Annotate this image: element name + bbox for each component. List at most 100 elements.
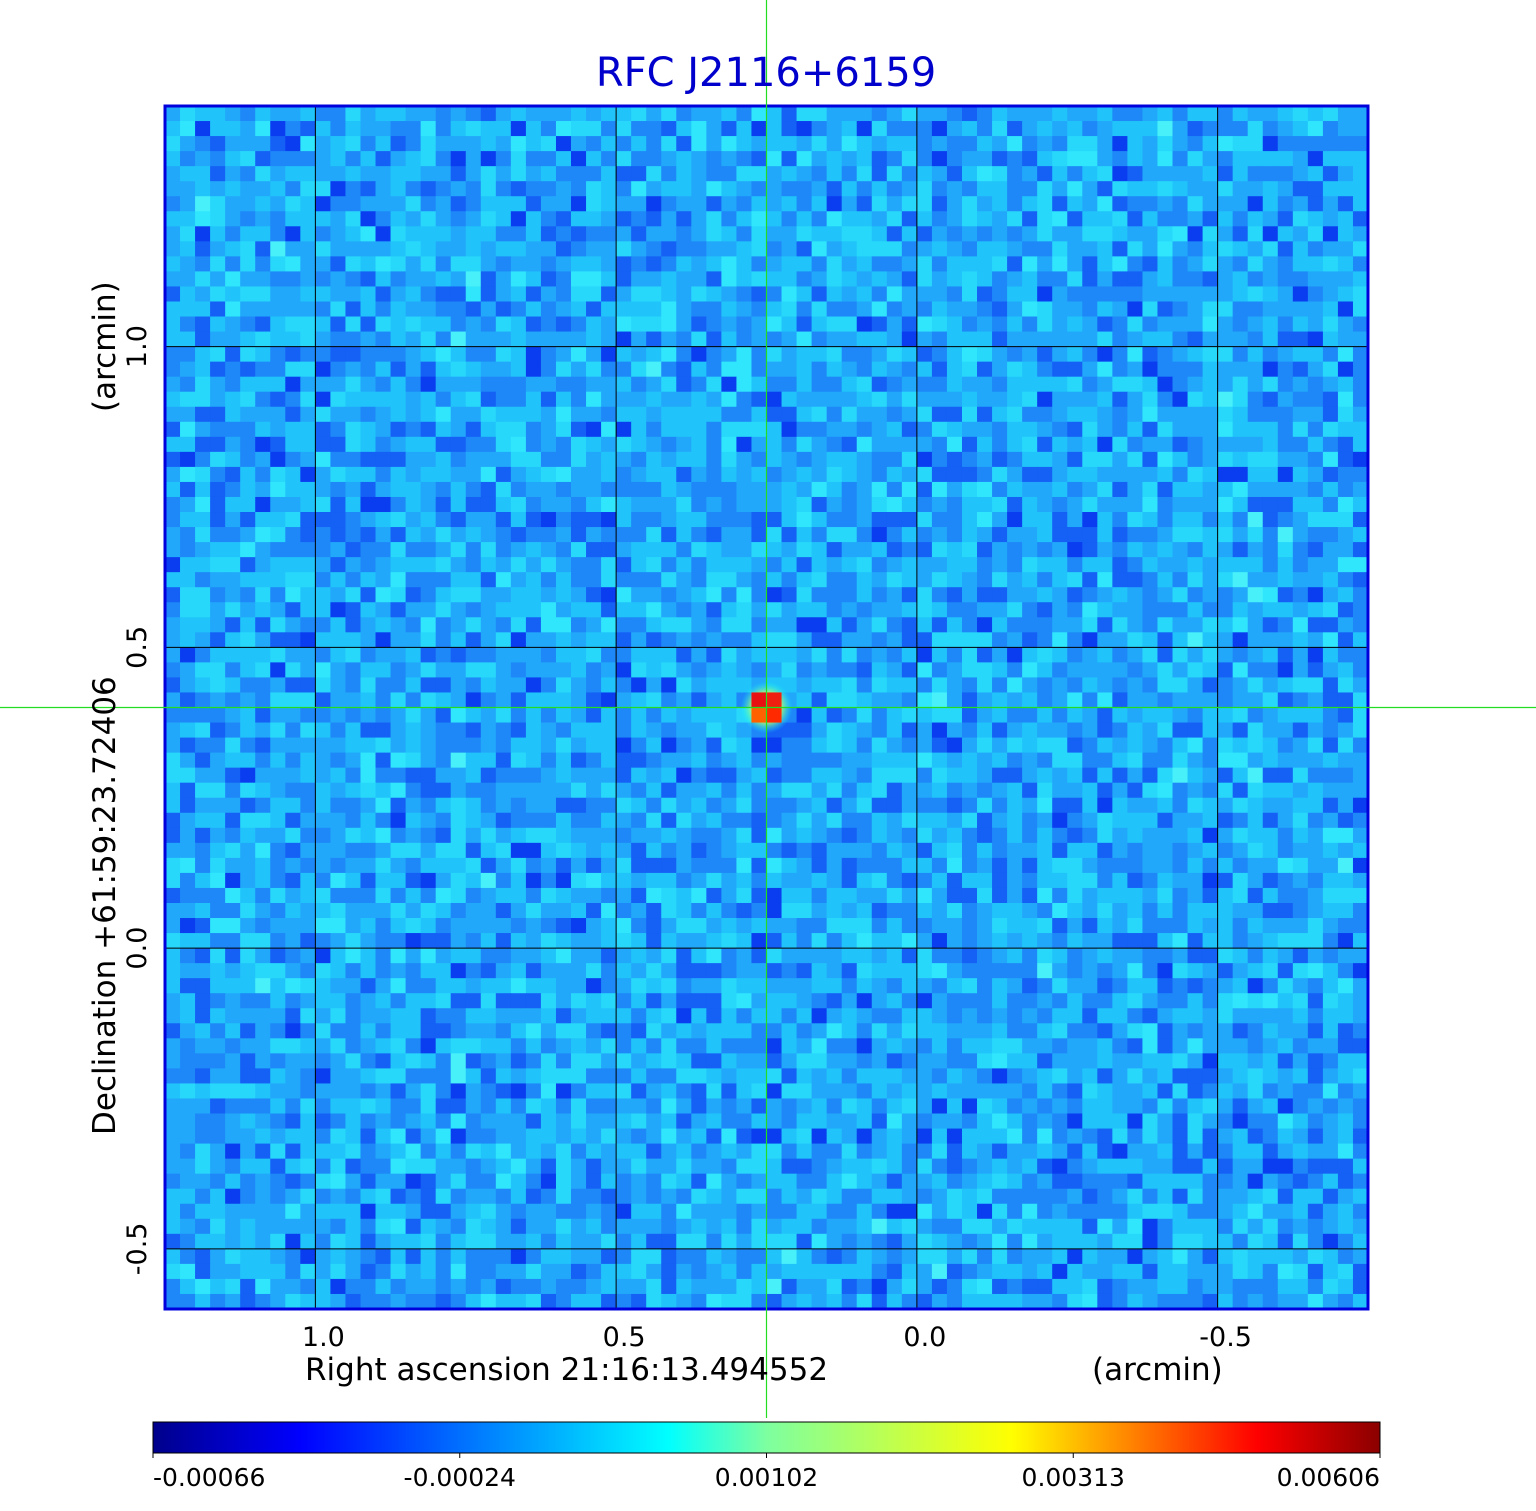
raster-pixel	[1067, 1008, 1083, 1024]
raster-pixel	[285, 301, 301, 317]
raster-pixel	[766, 226, 782, 242]
raster-pixel	[420, 136, 437, 152]
raster-pixel	[1352, 918, 1369, 934]
raster-pixel	[1307, 181, 1324, 197]
raster-pixel	[661, 647, 677, 663]
raster-pixel	[1277, 872, 1294, 889]
raster-pixel	[270, 466, 286, 483]
raster-pixel	[1142, 1008, 1158, 1024]
raster-pixel	[706, 647, 722, 663]
raster-pixel	[1322, 993, 1339, 1009]
raster-pixel	[360, 421, 376, 438]
raster-pixel	[601, 542, 617, 558]
raster-pixel	[180, 677, 196, 693]
raster-pixel	[450, 436, 467, 453]
raster-pixel	[1112, 933, 1128, 949]
raster-pixel	[1337, 331, 1354, 347]
raster-pixel	[345, 391, 361, 408]
raster-pixel	[450, 527, 467, 543]
raster-pixel	[480, 933, 497, 949]
raster-pixel	[1052, 286, 1068, 302]
raster-pixel	[601, 271, 617, 287]
raster-pixel	[240, 918, 256, 934]
raster-pixel	[931, 933, 948, 949]
raster-pixel	[210, 978, 226, 994]
raster-pixel	[1262, 707, 1279, 723]
raster-pixel	[1112, 767, 1128, 784]
raster-pixel	[1082, 181, 1098, 197]
raster-pixel	[540, 316, 557, 332]
raster-pixel	[1052, 872, 1068, 889]
raster-pixel	[165, 151, 181, 167]
raster-pixel	[1292, 166, 1309, 182]
raster-pixel	[901, 797, 918, 814]
raster-pixel	[225, 406, 241, 423]
raster-pixel	[856, 797, 873, 814]
raster-pixel	[240, 512, 256, 528]
raster-pixel	[525, 316, 542, 332]
raster-pixel	[781, 512, 797, 528]
raster-pixel	[1337, 466, 1354, 483]
raster-pixel	[961, 391, 978, 408]
raster-pixel	[721, 963, 737, 979]
raster-pixel	[661, 331, 677, 347]
raster-pixel	[766, 978, 782, 994]
raster-pixel	[525, 286, 542, 302]
raster-pixel	[1277, 241, 1294, 257]
raster-pixel	[345, 1023, 361, 1039]
raster-pixel	[1232, 256, 1249, 272]
raster-pixel	[330, 812, 346, 829]
raster-pixel	[886, 557, 903, 573]
raster-pixel	[601, 211, 617, 227]
raster-pixel	[601, 256, 617, 272]
raster-pixel	[195, 872, 211, 889]
raster-pixel	[180, 842, 196, 859]
raster-pixel	[225, 151, 241, 167]
raster-pixel	[811, 166, 828, 182]
raster-pixel	[1052, 481, 1068, 498]
raster-pixel	[210, 933, 226, 949]
raster-pixel	[886, 902, 903, 919]
raster-pixel	[571, 677, 587, 693]
raster-pixel	[961, 587, 978, 603]
raster-pixel	[450, 226, 467, 242]
raster-pixel	[210, 677, 226, 693]
raster-pixel	[961, 166, 978, 182]
raster-pixel	[450, 331, 467, 347]
raster-pixel	[555, 918, 572, 934]
raster-pixel	[195, 466, 211, 483]
raster-pixel	[1307, 572, 1324, 588]
raster-pixel	[180, 421, 196, 438]
raster-pixel	[1232, 872, 1249, 889]
raster-pixel	[1127, 722, 1143, 738]
raster-pixel	[390, 376, 406, 393]
raster-pixel	[886, 481, 903, 498]
raster-pixel	[315, 106, 331, 122]
raster-pixel	[1292, 692, 1309, 708]
raster-pixel	[1322, 782, 1339, 799]
raster-pixel	[916, 226, 933, 242]
raster-pixel	[676, 166, 692, 182]
raster-pixel	[721, 121, 737, 137]
raster-pixel	[270, 166, 286, 182]
raster-pixel	[1247, 842, 1264, 859]
raster-pixel	[571, 1008, 587, 1024]
raster-pixel	[1352, 527, 1369, 543]
raster-pixel	[390, 256, 406, 272]
raster-pixel	[1037, 436, 1053, 453]
raster-pixel	[180, 963, 196, 979]
raster-pixel	[706, 752, 722, 769]
raster-pixel	[992, 797, 1008, 814]
raster-pixel	[586, 391, 602, 408]
raster-pixel	[1247, 406, 1264, 423]
raster-pixel	[540, 842, 557, 859]
raster-pixel	[901, 572, 918, 588]
raster-pixel	[180, 902, 196, 919]
raster-pixel	[1247, 1023, 1264, 1039]
raster-pixel	[901, 421, 918, 438]
raster-pixel	[931, 782, 948, 799]
raster-pixel	[601, 451, 617, 468]
raster-pixel	[661, 496, 677, 513]
raster-pixel	[345, 692, 361, 708]
raster-pixel	[510, 963, 527, 979]
